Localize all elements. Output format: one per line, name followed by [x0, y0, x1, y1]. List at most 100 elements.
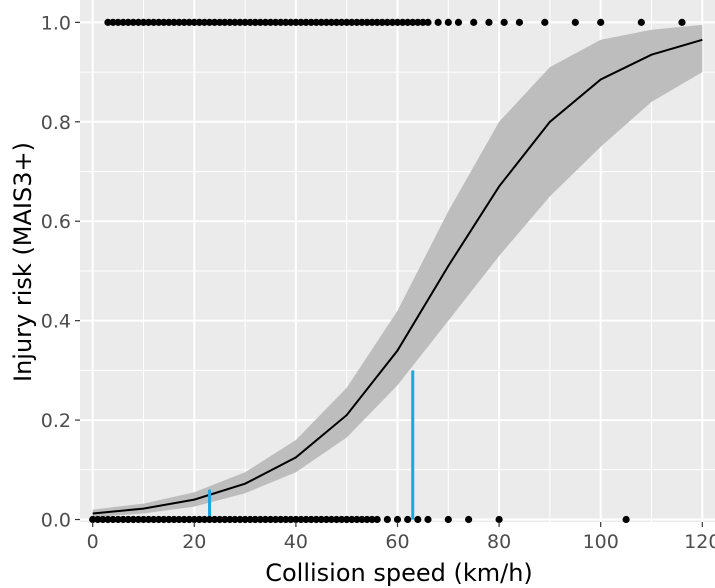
point-uninjured: [266, 515, 275, 524]
point-injured: [256, 18, 264, 26]
point-injured: [190, 18, 198, 26]
point-injured: [211, 18, 219, 26]
point-injured: [388, 18, 397, 26]
point-injured: [226, 18, 234, 26]
point-uninjured: [277, 515, 285, 524]
point-uninjured: [231, 515, 239, 524]
y-tick-label: 0.2: [41, 410, 71, 432]
point-injured: [216, 18, 224, 26]
y-tick-label: 1.0: [41, 12, 71, 34]
point-injured: [383, 18, 391, 26]
point-uninjured: [312, 515, 320, 524]
point-injured: [485, 18, 493, 26]
point-injured: [297, 18, 305, 26]
point-injured: [119, 18, 127, 26]
point-uninjured: [292, 515, 300, 524]
point-injured: [378, 18, 386, 26]
point-uninjured: [129, 515, 137, 524]
point-injured: [200, 18, 209, 26]
point-injured: [541, 18, 549, 26]
point-uninjured: [368, 515, 376, 524]
point-injured: [292, 18, 300, 26]
point-injured: [637, 18, 645, 26]
point-uninjured: [338, 515, 346, 524]
point-injured: [170, 18, 178, 26]
point-injured: [338, 18, 346, 26]
point-injured: [160, 18, 168, 26]
point-uninjured: [251, 515, 259, 524]
point-injured: [180, 18, 188, 26]
point-uninjured: [139, 515, 148, 524]
point-injured: [287, 18, 295, 26]
point-uninjured: [353, 515, 361, 524]
point-injured: [165, 18, 173, 26]
y-tick-label: 0.4: [41, 311, 71, 333]
observation-points: [89, 18, 686, 524]
point-uninjured: [89, 515, 97, 524]
point-uninjured: [165, 515, 173, 524]
point-injured: [114, 18, 122, 26]
point-injured: [195, 18, 203, 26]
point-injured: [454, 18, 463, 26]
point-injured: [231, 18, 239, 26]
y-axis-ticks: 0.0 0.2 0.4 0.6 0.8 1.0: [41, 12, 80, 532]
point-uninjured: [444, 515, 452, 524]
point-uninjured: [216, 515, 224, 524]
x-tick-label: 20: [182, 531, 206, 553]
point-uninjured: [282, 515, 290, 524]
point-injured: [124, 18, 132, 26]
point-injured: [251, 18, 259, 26]
point-injured: [363, 18, 371, 26]
point-uninjured: [205, 515, 214, 524]
point-injured: [678, 18, 686, 26]
point-injured: [139, 18, 148, 26]
point-uninjured: [119, 515, 127, 524]
point-uninjured: [424, 515, 432, 524]
point-uninjured: [393, 515, 402, 524]
point-injured: [348, 18, 356, 26]
point-injured: [409, 18, 417, 26]
point-injured: [424, 18, 432, 26]
point-injured: [327, 18, 336, 26]
point-uninjured: [211, 515, 219, 524]
point-injured: [109, 18, 117, 26]
point-injured: [332, 18, 341, 26]
point-injured: [185, 18, 193, 26]
point-uninjured: [226, 515, 234, 524]
point-uninjured: [185, 515, 193, 524]
point-injured: [317, 18, 325, 26]
point-uninjured: [317, 515, 325, 524]
x-tick-label: 0: [87, 531, 99, 553]
point-uninjured: [256, 515, 264, 524]
point-injured: [398, 18, 407, 26]
x-axis-ticks: 0 20 40 60 80 100 120: [87, 522, 715, 553]
point-uninjured: [348, 515, 356, 524]
point-injured: [236, 18, 244, 26]
point-uninjured: [180, 515, 188, 524]
point-uninjured: [404, 515, 412, 524]
point-injured: [307, 18, 315, 26]
point-injured: [302, 18, 310, 26]
x-axis-title: Collision speed (km/h): [265, 559, 533, 587]
point-injured: [470, 18, 478, 26]
point-injured: [205, 18, 214, 26]
point-uninjured: [363, 515, 371, 524]
point-uninjured: [175, 515, 183, 524]
point-uninjured: [99, 515, 107, 524]
point-injured: [414, 18, 422, 26]
point-injured: [175, 18, 183, 26]
point-injured: [312, 18, 320, 26]
point-uninjured: [322, 515, 330, 524]
point-uninjured: [297, 515, 305, 524]
point-uninjured: [622, 515, 630, 524]
point-injured: [358, 18, 366, 26]
x-tick-label: 40: [284, 531, 308, 553]
point-injured: [134, 18, 143, 26]
point-injured: [155, 18, 163, 26]
point-injured: [444, 18, 452, 26]
point-uninjured: [155, 515, 163, 524]
point-uninjured: [332, 515, 341, 524]
confidence-band: [92, 24, 703, 518]
point-injured: [104, 18, 112, 26]
